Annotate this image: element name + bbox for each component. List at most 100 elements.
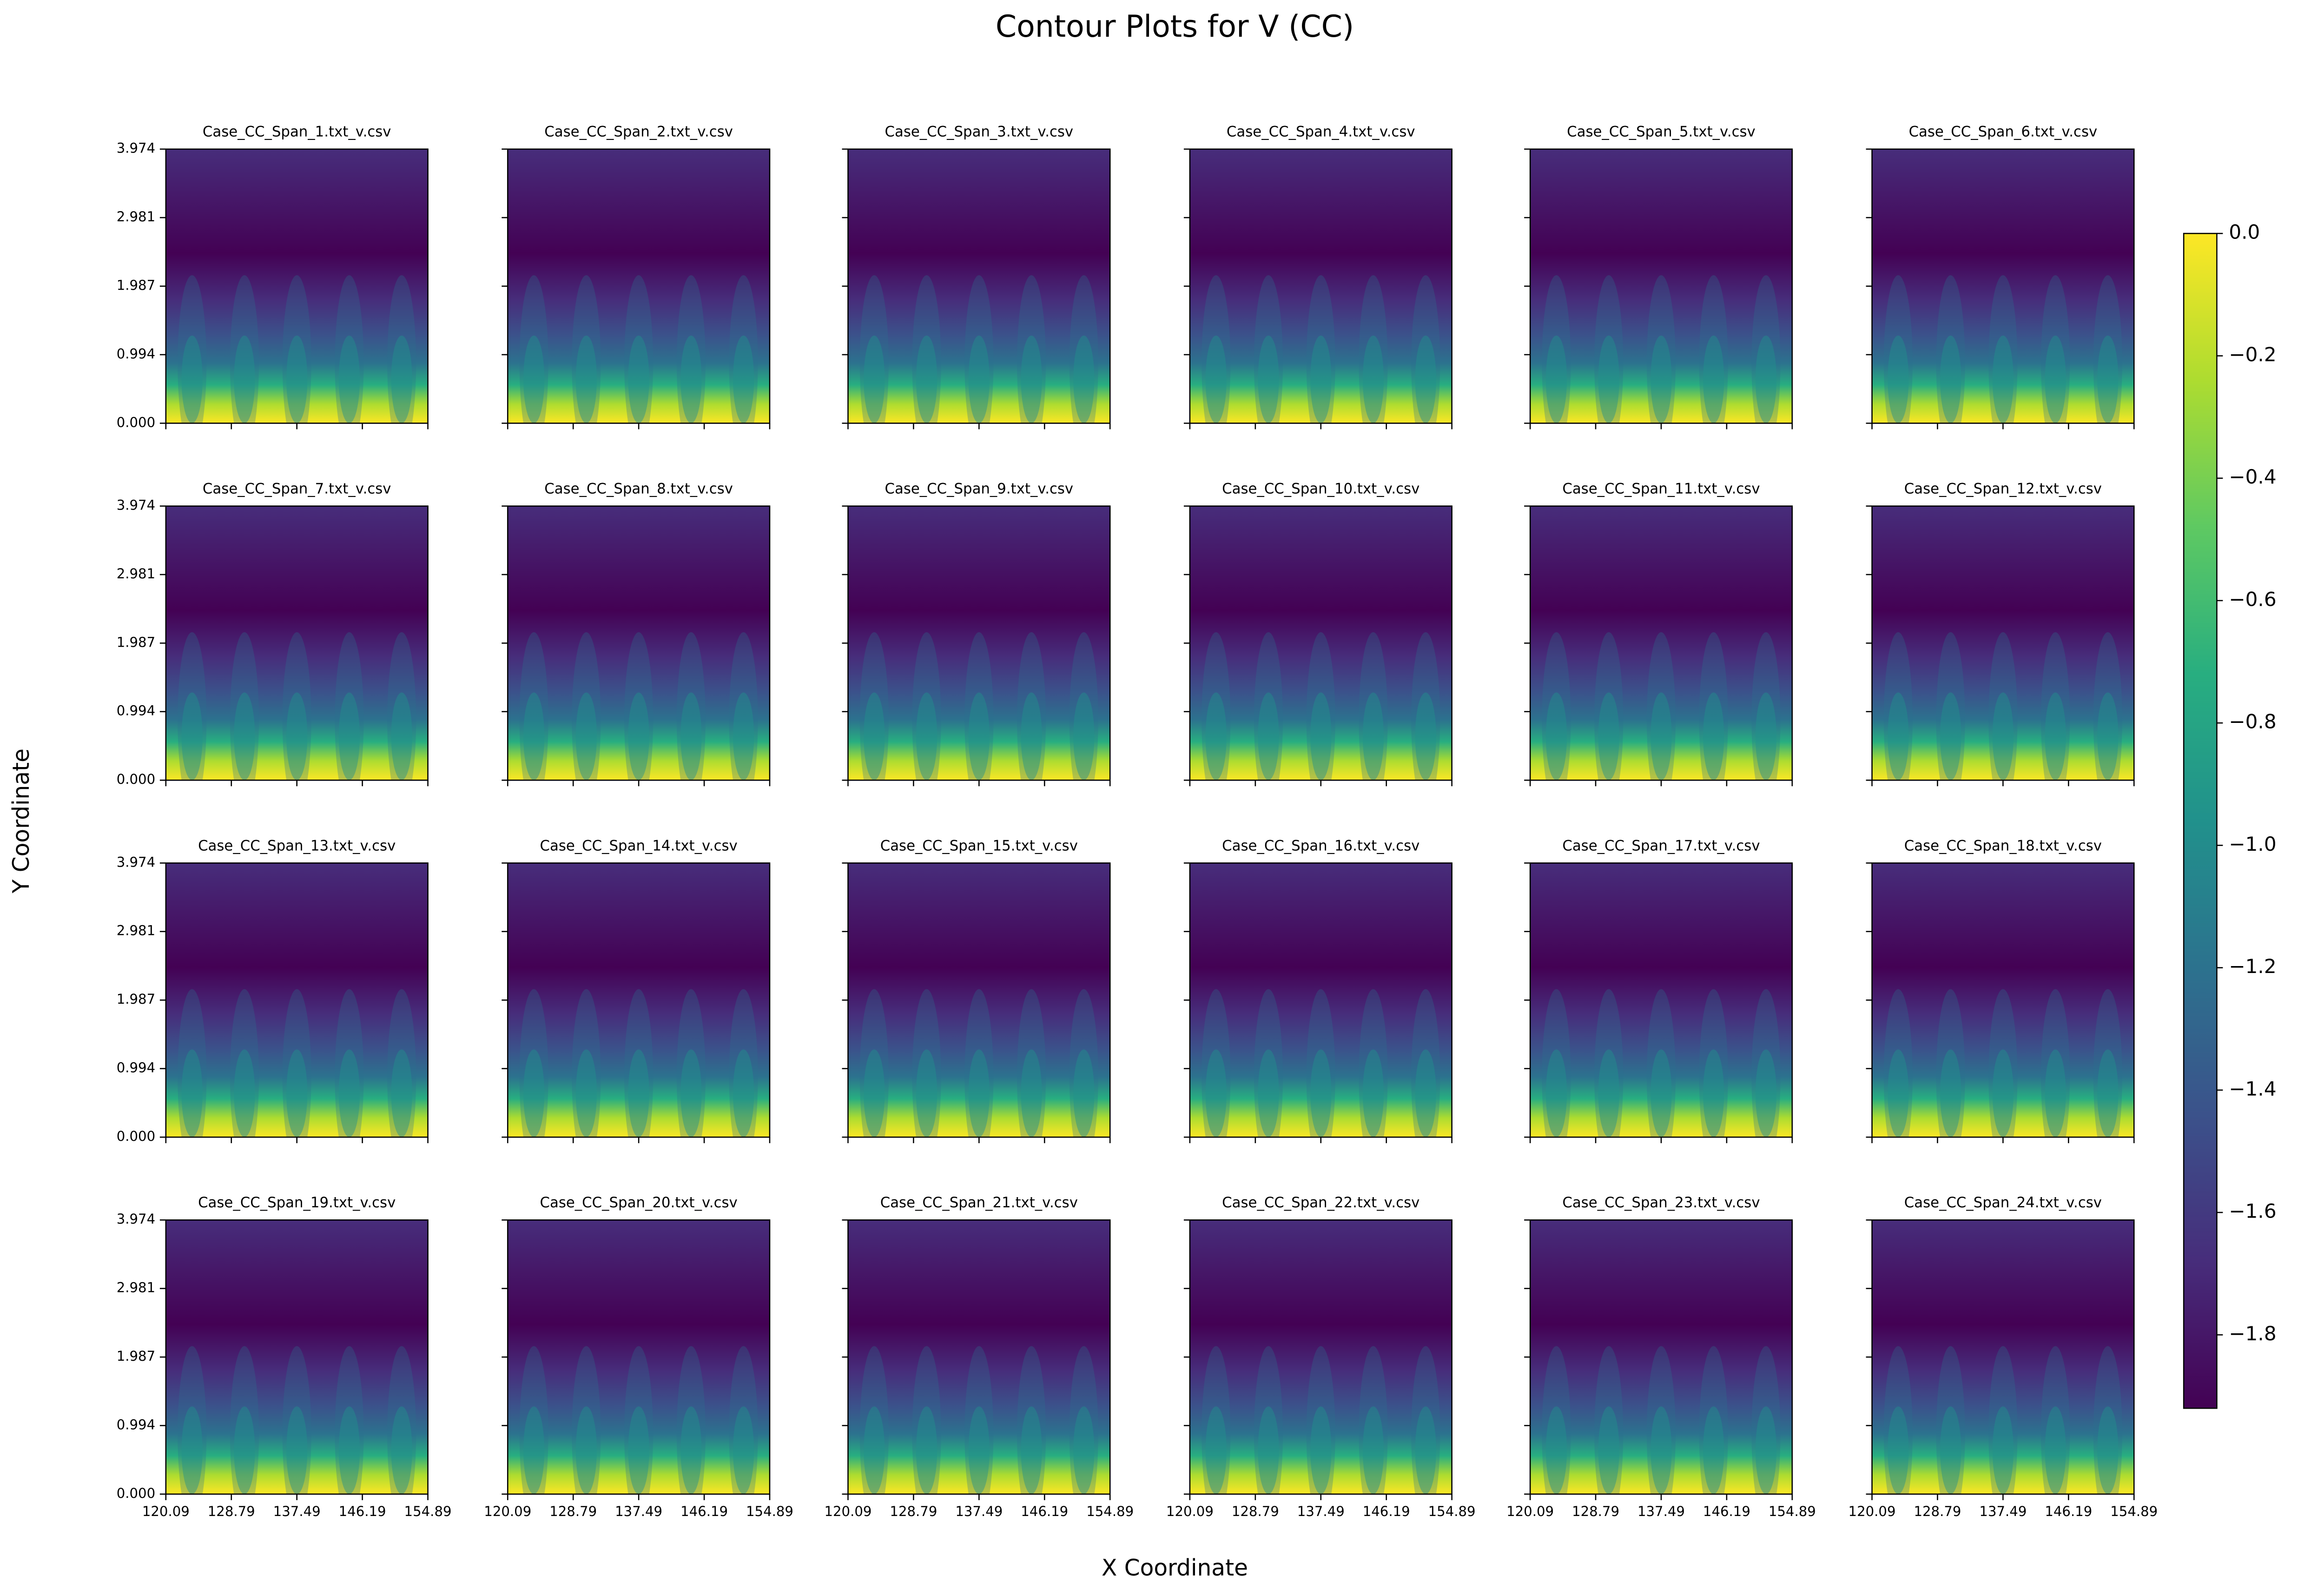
colorbar-tick-label: −1.8	[2229, 1322, 2276, 1345]
colorbar-tick-label: −1.6	[2229, 1200, 2276, 1223]
contour-plume	[1883, 632, 1913, 781]
x-tick-label: 137.49	[273, 1503, 321, 1519]
contour-plume	[1362, 692, 1384, 781]
contour-field	[1872, 149, 2134, 424]
contour-plume	[1411, 275, 1440, 424]
contour-plume	[1545, 692, 1567, 781]
subplot	[1530, 149, 1792, 424]
contour-field	[848, 1220, 1110, 1494]
y-tick-label: 1.987	[117, 1348, 155, 1364]
subplot-title: Case_CC_Span_14.txt_v.csv	[540, 837, 738, 854]
contour-plume	[286, 1406, 308, 1494]
subplot-title: Case_CC_Span_16.txt_v.csv	[1222, 837, 1419, 854]
contour-plume	[1594, 275, 1624, 424]
subplot	[848, 863, 1110, 1138]
contour-plume	[1751, 275, 1781, 424]
subplot	[165, 1220, 428, 1494]
contour-plume	[1699, 989, 1728, 1138]
contour-plume	[1703, 1406, 1724, 1494]
contour-plume	[624, 275, 654, 424]
contour-plume	[519, 1346, 548, 1494]
contour-plume	[859, 275, 889, 424]
contour-plume	[1883, 1346, 1913, 1494]
contour-plume	[1883, 275, 1913, 424]
contour-field	[508, 506, 770, 781]
contour-plume	[916, 1406, 938, 1494]
contour-plume	[676, 275, 706, 424]
contour-plume	[1542, 275, 1571, 424]
x-tick-label: 128.79	[1232, 1503, 1279, 1519]
subplot-title: Case_CC_Span_11.txt_v.csv	[1562, 480, 1760, 497]
contour-plume	[1362, 1049, 1384, 1138]
contour-plume	[338, 1406, 360, 1494]
subplot-title: Case_CC_Span_6.txt_v.csv	[1909, 124, 2098, 140]
contour-plume	[387, 632, 416, 781]
contour-plume	[864, 692, 885, 781]
contour-plume	[1254, 1346, 1283, 1494]
colorbar-tick-label: 0.0	[2229, 221, 2260, 244]
contour-plume	[1888, 692, 1909, 781]
contour-plume	[1703, 1049, 1724, 1138]
x-tick-label: 137.49	[1979, 1503, 2027, 1519]
contour-plume	[391, 1406, 412, 1494]
contour-plume	[181, 1049, 203, 1138]
subplot	[508, 149, 770, 424]
contour-plume	[1888, 1406, 1909, 1494]
contour-plume	[628, 1049, 649, 1138]
contour-plume	[680, 1049, 702, 1138]
subplot	[1530, 506, 1792, 781]
contour-plume	[1751, 632, 1781, 781]
contour-plume	[575, 1049, 597, 1138]
contour-plume	[387, 989, 416, 1138]
contour-plume	[676, 632, 706, 781]
contour-plume	[729, 275, 758, 424]
y-tick-label: 2.981	[117, 566, 155, 582]
contour-plume	[1202, 989, 1231, 1138]
contour-plume	[2093, 1346, 2122, 1494]
contour-plume	[523, 335, 545, 424]
chart-title: Contour Plots for V (CC)	[996, 9, 1354, 44]
contour-plume	[1017, 275, 1046, 424]
contour-field	[1530, 1220, 1792, 1494]
subplot	[1530, 863, 1792, 1138]
contour-plume	[916, 335, 938, 424]
contour-plume	[1992, 1049, 2014, 1138]
contour-plume	[968, 1049, 990, 1138]
x-tick-label: 154.89	[1769, 1503, 1816, 1519]
subplot	[508, 863, 770, 1138]
contour-plume	[234, 692, 255, 781]
contour-plume	[1936, 275, 1965, 424]
contour-plume	[1545, 335, 1567, 424]
contour-plume	[1415, 692, 1436, 781]
contour-plume	[2041, 1346, 2070, 1494]
contour-plume	[1751, 989, 1781, 1138]
contour-field	[848, 863, 1110, 1138]
contour-plume	[1699, 632, 1728, 781]
contour-plume	[1254, 632, 1283, 781]
contour-plume	[1594, 1346, 1624, 1494]
contour-plume	[1202, 1346, 1231, 1494]
subplot-title: Case_CC_Span_23.txt_v.csv	[1562, 1194, 1760, 1211]
contour-plume	[1992, 335, 2014, 424]
contour-plume	[2045, 692, 2066, 781]
y-tick-label: 0.000	[117, 414, 155, 430]
contour-plume	[628, 335, 649, 424]
contour-field	[848, 506, 1110, 781]
x-tick-label: 128.79	[549, 1503, 597, 1519]
x-tick-label: 146.19	[1363, 1503, 1410, 1519]
contour-plume	[2045, 1406, 2066, 1494]
contour-plume	[1411, 1346, 1440, 1494]
contour-plume	[1598, 692, 1619, 781]
contour-plume	[519, 632, 548, 781]
subplot-title: Case_CC_Span_5.txt_v.csv	[1567, 124, 1756, 140]
contour-plume	[624, 632, 654, 781]
contour-plume	[1359, 275, 1388, 424]
x-tick-label: 128.79	[208, 1503, 255, 1519]
contour-plume	[282, 275, 311, 424]
contour-plume	[391, 335, 412, 424]
subplot-title: Case_CC_Span_7.txt_v.csv	[203, 480, 391, 497]
y-tick-label: 0.000	[117, 1485, 155, 1501]
contour-plume	[624, 989, 654, 1138]
y-tick-label: 0.994	[117, 1417, 155, 1432]
